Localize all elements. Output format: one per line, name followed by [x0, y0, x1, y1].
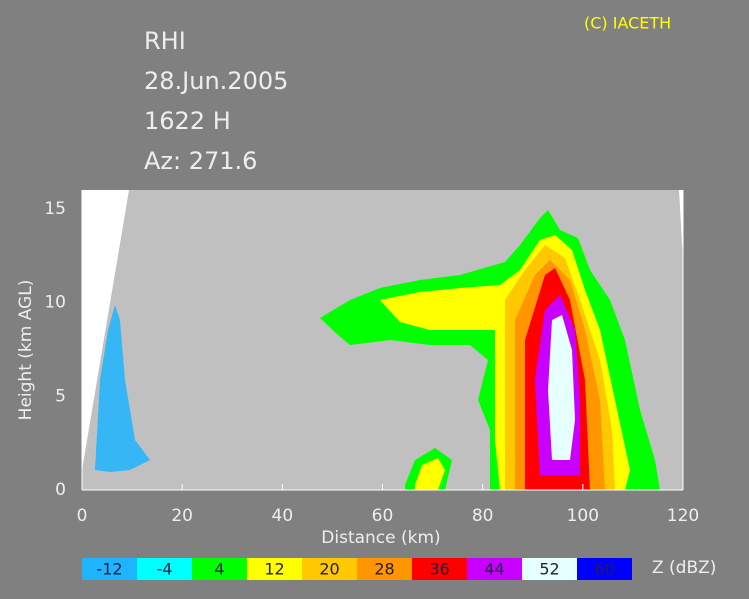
copyright: (C) IACETH: [584, 14, 671, 33]
colorbar-label: -12: [96, 560, 122, 579]
colorbar-box: [467, 558, 522, 580]
clear-air-echo: [95, 305, 150, 472]
x-axis-label: Distance (km): [321, 528, 440, 548]
colorbar-box: [192, 558, 247, 580]
colorbar-label: 12: [264, 560, 284, 579]
y-tick-label: 0: [55, 480, 66, 500]
colorbar-box: [247, 558, 302, 580]
blind-zone: [679, 190, 683, 260]
colorbar-label: 4: [214, 560, 224, 579]
colorbar-label: -4: [157, 560, 173, 579]
plot-area: [81, 190, 684, 491]
colorbar-label: 52: [539, 560, 559, 579]
echo: [95, 210, 660, 490]
colorbar-box: [357, 558, 412, 580]
x-tick-label: 120: [667, 506, 699, 526]
x-tick-label: 100: [567, 506, 599, 526]
y-tick-label: 15: [44, 199, 66, 219]
colorbar-box: [412, 558, 467, 580]
x-tick-label: 20: [171, 506, 193, 526]
colorbar-label: 60: [594, 560, 614, 579]
x-tick-label: 40: [272, 506, 294, 526]
echo-12: [415, 458, 445, 490]
blind-zone: [82, 190, 129, 470]
colorbar-label: 36: [429, 560, 449, 579]
y-tick-label: 5: [55, 386, 66, 406]
x-tick-label: 80: [472, 506, 494, 526]
colorbar-box: [522, 558, 577, 580]
colorbar-box: [302, 558, 357, 580]
colorbar-title: Z (dBZ): [652, 558, 716, 578]
y-tick-label: 10: [44, 293, 66, 313]
title-line: 1622 H: [144, 107, 231, 135]
x-tick-label: 0: [77, 506, 88, 526]
colorbar-label: 44: [484, 560, 504, 579]
x-tick-label: 60: [372, 506, 394, 526]
title-line: 28.Jun.2005: [144, 67, 288, 95]
colorbar-box: [82, 558, 137, 580]
echo-52: [548, 315, 575, 460]
colorbar-box: [577, 558, 632, 580]
colorbar-label: 20: [319, 560, 339, 579]
colorbar-box: [137, 558, 192, 580]
title-line: RHI: [144, 27, 186, 55]
colorbar-label: 28: [374, 560, 394, 579]
y-axis-label: Height (km AGL): [16, 280, 36, 421]
title-line: Az: 271.6: [144, 147, 257, 175]
